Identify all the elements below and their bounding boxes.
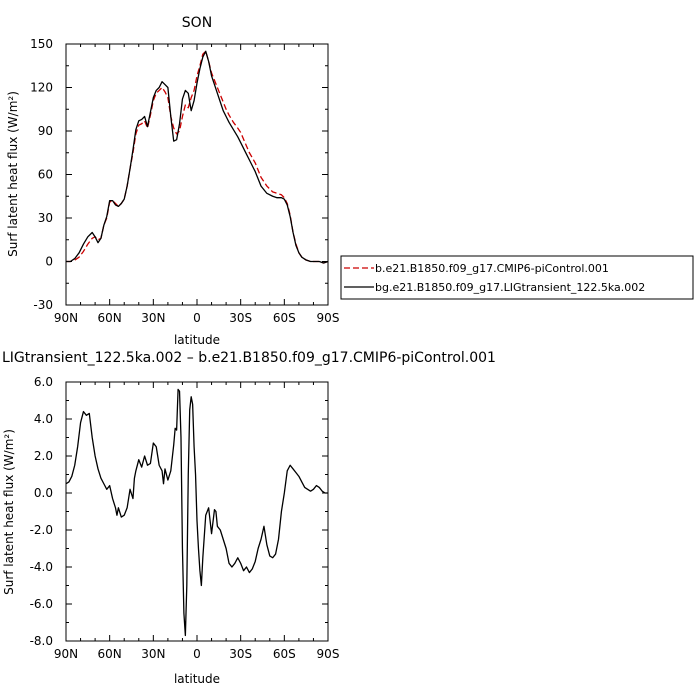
y-tick-label: 60 — [38, 168, 53, 182]
x-tick-label: 90N — [54, 647, 78, 661]
top-chart-ticks: 90N 60N 30N 0 30S 60S 90S -30 0 30 60 90 120 150 — [30, 37, 339, 325]
y-tick-label: 30 — [38, 211, 53, 225]
x-tick-label: 90N — [54, 311, 78, 325]
legend-label-picontrol: b.e21.B1850.f09_g17.CMIP6-piControl.001 — [375, 262, 609, 275]
x-tick-label: 0 — [193, 311, 201, 325]
x-tick-label: 90S — [317, 311, 340, 325]
legend-label-ligtransient: bg.e21.B1850.f09_g17.LIGtransient_122.5k… — [375, 281, 645, 294]
x-tick-label: 30S — [229, 311, 252, 325]
y-tick-label: 0 — [45, 255, 53, 269]
bottom-chart-xlabel: latitude — [174, 672, 220, 686]
y-tick-label: -4.0 — [30, 560, 53, 574]
legend-box — [340, 255, 694, 300]
y-tick-label: 6.0 — [34, 375, 53, 389]
x-tick-label: 30N — [141, 647, 165, 661]
y-tick-label: -6.0 — [30, 597, 53, 611]
series-line-0-1 — [66, 50, 329, 264]
bottom-chart-series-group — [65, 388, 328, 637]
x-tick-label: 0 — [193, 647, 201, 661]
y-tick-label: 90 — [38, 124, 53, 138]
y-tick-label: -30 — [33, 298, 53, 312]
y-tick-label: 120 — [30, 81, 53, 95]
top-chart: SON 90N 60N 30N 0 30S 60S 90S-300306090120150 … — [6, 15, 339, 347]
y-tick-label: 2.0 — [34, 449, 53, 463]
x-tick-label: 60N — [98, 311, 122, 325]
bottom-chart-ticks: 90N 60N 30N 0 30S 60S 90S -8.0 -6.0 -4.0 -2.0 0.0 2.… — [30, 375, 340, 661]
x-tick-label: 60S — [273, 647, 296, 661]
y-tick-label: 150 — [30, 37, 53, 51]
top-chart-ylabel: Surf latent heat flux (W/m²) — [6, 91, 20, 257]
x-tick-label: 30S — [229, 647, 252, 661]
series-line-1-0 — [65, 388, 328, 637]
x-tick-label: 30N — [141, 311, 165, 325]
series-line-0-0 — [66, 50, 329, 264]
top-chart-xlabel: latitude — [174, 333, 220, 347]
top-chart-title: SON — [182, 15, 212, 31]
y-tick-label: 4.0 — [34, 412, 53, 426]
y-tick-label: -2.0 — [30, 523, 53, 537]
bottom-chart-ylabel: Surf latent heat flux (W/m²) — [2, 429, 16, 595]
top-chart-series-group — [66, 50, 329, 264]
x-tick-label: 60N — [98, 647, 122, 661]
bottom-chart-title: LIGtransient_122.5ka.002 – b.e21.B1850.f… — [2, 350, 496, 366]
bottom-chart: LIGtransient_122.5ka.002 – b.e21.B1850.f… — [2, 350, 496, 686]
y-tick-label: -8.0 — [30, 634, 53, 648]
y-tick-label: 0.0 — [34, 486, 53, 500]
x-tick-label: 60S — [273, 311, 296, 325]
x-tick-label: 90S — [317, 647, 340, 661]
legend: b.e21.B1850.f09_g17.CMIP6-piControl.001 … — [340, 255, 694, 300]
